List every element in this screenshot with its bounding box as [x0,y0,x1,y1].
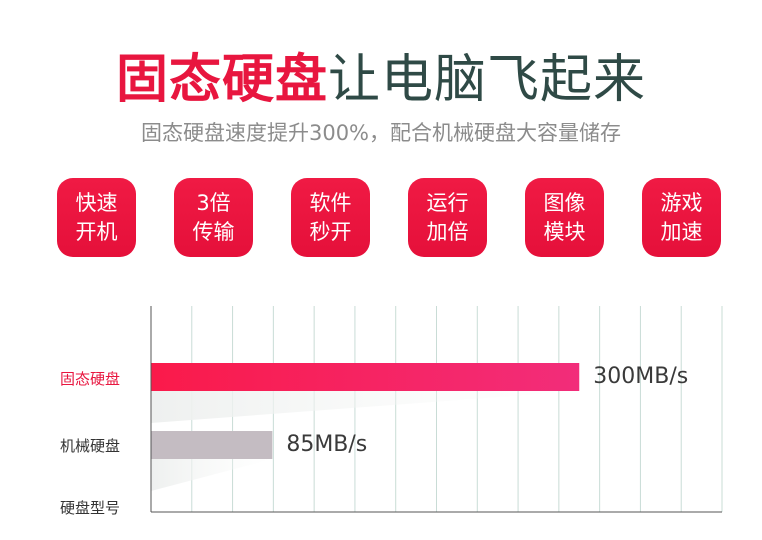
bar-hdd-shadow [151,459,273,491]
title-highlight: 固态硬盘 [115,50,328,110]
feature-badge-line: 加速 [660,219,703,244]
page-subtitle: 固态硬盘速度提升300%，配合机械硬盘大容量储存 [140,121,622,145]
y-axis-title: 硬盘型号 [60,499,121,517]
feature-badge-line: 秒开 [309,219,352,244]
chart-canvas [150,306,723,513]
bar-hdd [151,431,273,459]
feature-badge-double-speed: 运行 加倍 [408,178,487,257]
bar-ssd [151,363,580,391]
feature-badge-line: 运行 [426,190,469,215]
feature-badge-line: 开机 [75,219,118,244]
title-rest: 让电脑飞起来 [328,50,647,110]
feature-badge-instant-apps: 软件 秒开 [291,178,370,257]
feature-badge-line: 快速 [75,190,118,215]
feature-badge-fast-boot: 快速 开机 [57,178,136,257]
bar-ssd-shadow [151,391,580,423]
feature-badge-line: 游戏 [660,190,703,215]
speed-comparison-chart: 固态硬盘 机械硬盘 硬盘型号 300MB/s 85MB/s [0,300,762,536]
feature-badge-line: 图像 [543,190,586,215]
feature-badge-line: 模块 [543,219,586,244]
feature-badge-3x-transfer: 3倍 传输 [174,178,253,257]
data-label-hdd: 85MB/s [286,432,368,457]
feature-badge-game-boost: 游戏 加速 [642,178,721,257]
feature-badge-line: 传输 [192,219,235,244]
feature-badge-image-module: 图像 模块 [525,178,604,257]
data-label-ssd: 300MB/s [593,364,689,389]
feature-badge-line: 3倍 [196,190,231,215]
feature-badges: 快速 开机 3倍 传输 软件 秒开 运行 加倍 图像 模块 游戏 加速 [57,178,721,257]
feature-badge-line: 加倍 [426,219,469,244]
y-tick-label-ssd: 固态硬盘 [60,370,121,388]
page-title: 固态硬盘让电脑飞起来 [0,40,762,120]
feature-badge-line: 软件 [309,190,352,215]
y-tick-label-hdd: 机械硬盘 [60,437,121,455]
